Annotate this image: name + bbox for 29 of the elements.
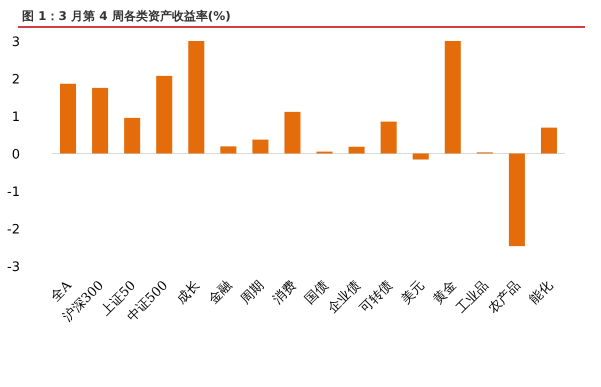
bar	[508, 154, 525, 246]
y-tick-label: -3	[7, 260, 20, 275]
bar	[92, 88, 108, 154]
y-tick-label: -1	[7, 185, 20, 200]
bar	[156, 76, 172, 154]
x-tick-label: 成长	[174, 278, 204, 308]
y-tick-label: 1	[12, 110, 20, 125]
y-tick-label: -2	[7, 222, 20, 238]
x-tick-label: 国债	[302, 278, 332, 308]
x-tick-label: 金融	[206, 278, 236, 308]
bar	[124, 118, 140, 154]
x-tick-label: 周期	[238, 278, 268, 308]
x-tick-label: 美元	[398, 278, 428, 308]
bar	[252, 140, 268, 154]
bar	[380, 122, 397, 154]
bar	[412, 154, 429, 160]
y-tick-label: 3	[12, 35, 20, 50]
bar	[220, 146, 236, 154]
bar	[348, 146, 365, 154]
x-tick-label: 消费	[270, 278, 300, 308]
y-tick-label: 0	[12, 148, 20, 162]
bar	[60, 84, 76, 154]
bar	[444, 41, 461, 154]
bar	[284, 112, 300, 154]
y-tick-label: 2	[12, 72, 20, 88]
bar	[540, 128, 557, 154]
bar	[188, 41, 204, 154]
x-tick-label: 能化	[526, 278, 556, 308]
chart-title: 图 1：3 月第 4 周各类资产收益率(%)	[22, 9, 231, 23]
